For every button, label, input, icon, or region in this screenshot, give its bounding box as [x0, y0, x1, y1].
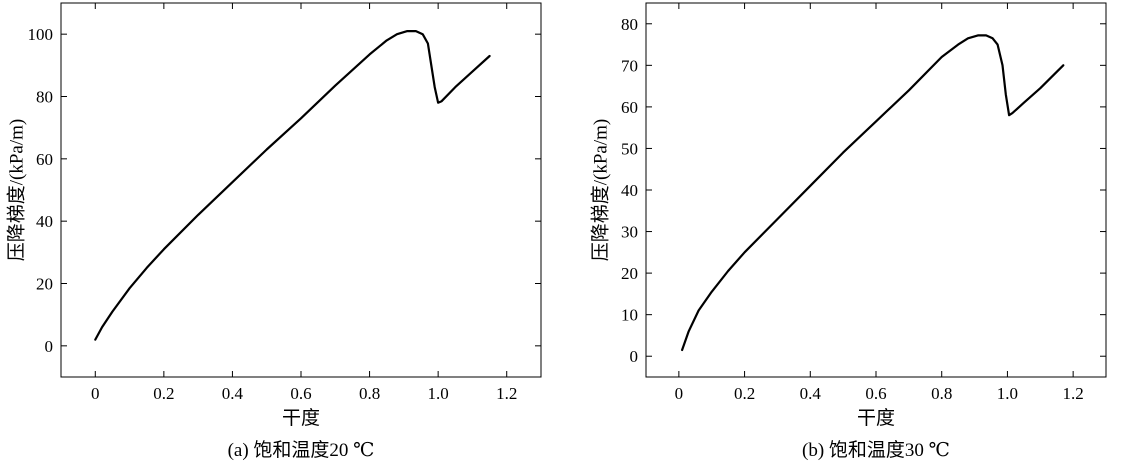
y-tick-label: 30 [621, 223, 638, 242]
y-tick-label: 70 [621, 56, 638, 75]
x-tick-label: 1.0 [997, 384, 1018, 403]
series-line [94, 30, 491, 341]
y-tick-label: 100 [28, 25, 54, 44]
y-axis-title: 压降梯度/(kPa/m) [5, 119, 27, 262]
y-tick-label: 0 [630, 347, 639, 366]
plot-frame [645, 2, 1107, 378]
y-tick-label: 40 [36, 212, 53, 231]
x-tick-label: 1.2 [496, 384, 517, 403]
x-tick-label: 0 [91, 384, 100, 403]
y-tick-label: 20 [36, 275, 53, 294]
x-tick-label: 0.8 [359, 384, 380, 403]
y-tick-label: 80 [36, 88, 53, 107]
series-line [680, 34, 1065, 352]
y-tick-label: 10 [621, 306, 638, 325]
x-tick-label: 0.6 [865, 384, 886, 403]
y-tick-label: 40 [621, 181, 638, 200]
x-tick-label: 0.2 [153, 384, 174, 403]
chart-panel-a: 0 0.2 0.4 0.6 0.8 1.0 1.2 0 20 40 60 80 100 干度 压降梯度/(k… [5, 2, 542, 461]
y-tick-label: 60 [621, 98, 638, 117]
y-tick-label: 0 [45, 337, 54, 356]
x-tick-label: 1.2 [1063, 384, 1084, 403]
panel-caption: (a) 饱和温度20 ℃ [228, 439, 375, 461]
y-tick-label: 60 [36, 150, 53, 169]
y-axis-title: 压降梯度/(kPa/m) [589, 119, 611, 262]
x-axis-title: 干度 [857, 407, 895, 429]
chart-panel-b: 0 0.2 0.4 0.6 0.8 1.0 1.2 0 10 20 30 40 50 60 70 80 干度 压降… [589, 2, 1107, 461]
panel-caption: (b) 饱和温度30 ℃ [802, 439, 950, 461]
y-tick-label: 50 [621, 139, 638, 158]
x-tick-label: 0.2 [734, 384, 755, 403]
x-tick-label: 0.4 [800, 384, 822, 403]
x-tick-label: 0.4 [222, 384, 244, 403]
x-tick-label: 1.0 [428, 384, 449, 403]
y-tick-label: 80 [621, 15, 638, 34]
x-tick-label: 0 [675, 384, 684, 403]
plot-frame [60, 2, 542, 378]
x-tick-label: 0.6 [290, 384, 311, 403]
y-tick-label: 20 [621, 264, 638, 283]
x-axis-title: 干度 [282, 407, 320, 429]
x-tick-label: 0.8 [931, 384, 952, 403]
